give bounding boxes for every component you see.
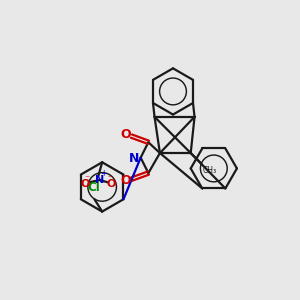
Text: CH₃: CH₃ (202, 166, 216, 175)
Text: N: N (128, 152, 139, 165)
Text: O: O (120, 174, 130, 187)
Text: +: + (100, 169, 107, 178)
Text: ⁻: ⁻ (107, 174, 112, 184)
Text: O: O (80, 179, 90, 189)
Text: ⁻: ⁻ (84, 174, 89, 184)
Text: N: N (95, 175, 104, 185)
Text: O: O (120, 128, 130, 141)
Text: Cl: Cl (87, 181, 100, 194)
Text: O: O (107, 179, 116, 189)
